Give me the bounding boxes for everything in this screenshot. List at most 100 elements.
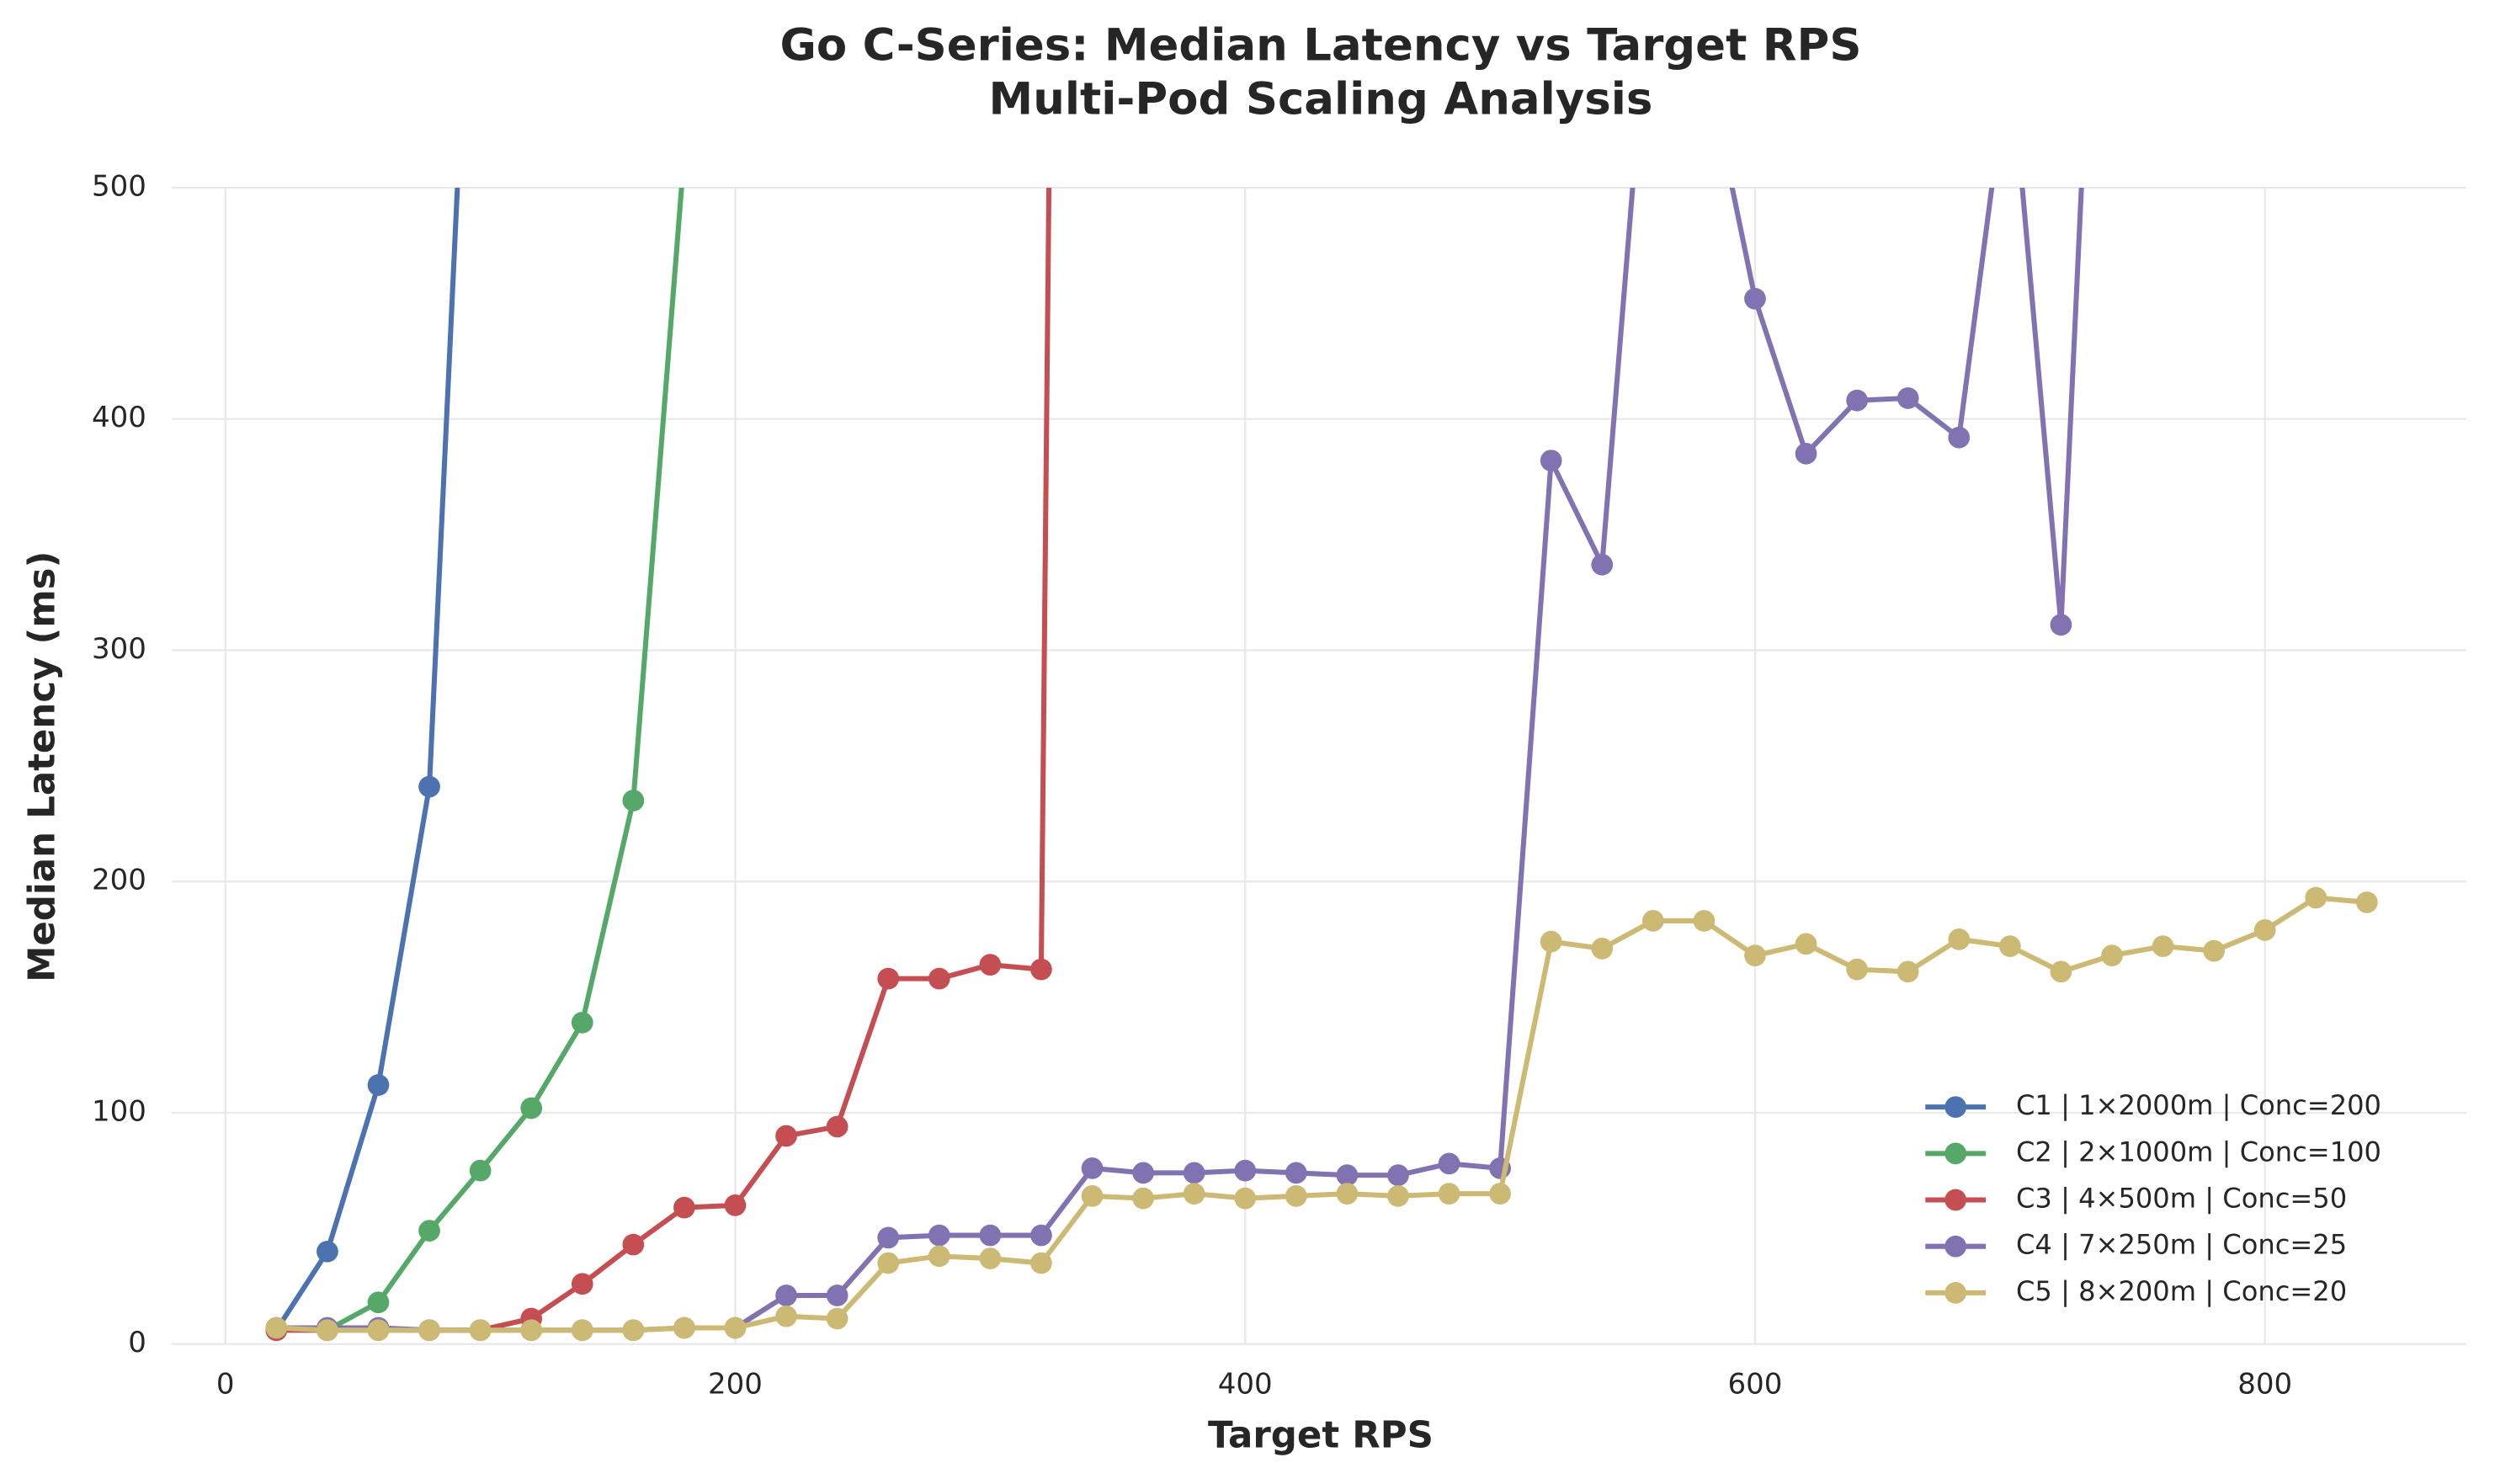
data-point <box>571 1011 593 1034</box>
series-line <box>276 187 684 1333</box>
data-point <box>520 1097 543 1120</box>
data-point <box>1795 933 1817 955</box>
data-point <box>673 1196 695 1219</box>
data-point <box>1336 1164 1359 1186</box>
plot-area <box>265 38 2378 1342</box>
chart-title: Go C-Series: Median Latency vs Target RP… <box>779 19 1861 71</box>
series-line <box>274 187 460 1332</box>
data-point <box>571 1273 593 1295</box>
data-point <box>1387 1185 1409 1207</box>
data-point <box>317 1240 338 1263</box>
x-tick-label: 600 <box>1728 1367 1783 1401</box>
y-tick-label: 200 <box>92 864 146 897</box>
x-tick-label: 0 <box>216 1367 235 1401</box>
legend-marker <box>1944 1235 1967 1258</box>
data-point <box>1591 938 1614 960</box>
legend-marker <box>1944 1142 1967 1165</box>
legend-label: C2 | 2×1000m | Conc=100 <box>2016 1136 2381 1168</box>
data-point <box>2101 944 2123 966</box>
data-point <box>775 1285 797 1306</box>
data-point <box>520 1319 543 1342</box>
data-point <box>724 1194 747 1216</box>
y-tick-label: 100 <box>92 1094 146 1128</box>
data-point <box>877 1252 900 1274</box>
data-point <box>1948 426 1971 449</box>
data-point <box>418 775 440 798</box>
data-point <box>1999 38 2021 60</box>
x-tick-label: 200 <box>708 1367 763 1401</box>
data-point <box>1132 1162 1154 1184</box>
y-axis-label: Median Latency (ms) <box>21 551 63 982</box>
data-point <box>1234 1187 1257 1210</box>
data-point <box>826 1307 849 1330</box>
data-point <box>317 1319 338 1342</box>
data-point <box>1081 1157 1104 1179</box>
data-point <box>673 1316 695 1339</box>
data-point <box>1285 1162 1307 1184</box>
data-point <box>1897 960 1919 983</box>
data-point <box>979 1224 1002 1247</box>
data-point <box>928 1224 950 1247</box>
data-point <box>928 967 950 990</box>
data-point <box>2356 891 2378 913</box>
data-point <box>418 1220 440 1242</box>
data-point <box>1030 958 1052 981</box>
data-point <box>2305 886 2327 909</box>
data-point <box>622 1319 645 1342</box>
data-point <box>1132 1187 1154 1210</box>
data-point <box>1183 1183 1205 1205</box>
data-point <box>1897 387 1919 409</box>
data-point <box>1438 1152 1460 1175</box>
chart-subtitle: Multi-Pod Scaling Analysis <box>989 74 1653 125</box>
data-point <box>1030 1224 1052 1247</box>
y-tick-label: 400 <box>92 401 146 434</box>
data-point <box>1744 944 1766 966</box>
data-point <box>1641 910 1664 932</box>
data-point <box>469 1319 492 1342</box>
data-point <box>928 1245 950 1268</box>
data-point <box>1540 930 1562 953</box>
data-point <box>1948 928 1971 950</box>
legend-marker <box>1944 1096 1967 1119</box>
data-point <box>2050 614 2072 636</box>
data-point <box>1438 1183 1460 1205</box>
legend-label: C1 | 1×2000m | Conc=200 <box>2016 1089 2381 1121</box>
data-point <box>1998 935 2021 957</box>
data-point <box>826 1285 849 1306</box>
legend-label: C4 | 7×250m | Conc=25 <box>2016 1229 2347 1261</box>
data-point <box>2253 919 2276 941</box>
data-point <box>2203 939 2225 962</box>
data-point <box>2050 960 2072 983</box>
data-point <box>775 1305 797 1327</box>
data-point <box>571 1319 593 1342</box>
grid <box>172 186 2466 1345</box>
data-point <box>2152 935 2174 957</box>
data-point <box>724 1316 747 1339</box>
data-point <box>1591 553 1614 576</box>
data-point <box>1795 443 1817 465</box>
data-point <box>826 1115 849 1138</box>
data-point <box>1489 1183 1511 1205</box>
data-point <box>877 1226 900 1249</box>
data-point <box>979 1247 1002 1269</box>
x-tick-label: 400 <box>1218 1367 1273 1401</box>
y-tick-label: 0 <box>128 1326 146 1359</box>
data-point <box>418 1319 440 1342</box>
data-point <box>775 1125 797 1147</box>
data-point <box>1387 1164 1409 1186</box>
data-point <box>1234 1159 1257 1182</box>
data-point <box>1081 1185 1104 1207</box>
legend-marker <box>1944 1282 1967 1304</box>
data-point <box>367 1291 390 1314</box>
x-axis-label: Target RPS <box>1208 1415 1434 1457</box>
x-tick-label: 800 <box>2237 1367 2292 1401</box>
data-point <box>469 1159 492 1182</box>
y-tick-label: 300 <box>92 632 146 666</box>
data-point <box>1693 910 1716 932</box>
data-point <box>1285 1185 1307 1207</box>
legend: C1 | 1×2000m | Conc=200 C2 | 2×1000m | Co… <box>1925 1089 2381 1307</box>
data-point <box>979 954 1002 976</box>
series-line <box>276 187 2084 1333</box>
data-point <box>1846 958 1868 981</box>
